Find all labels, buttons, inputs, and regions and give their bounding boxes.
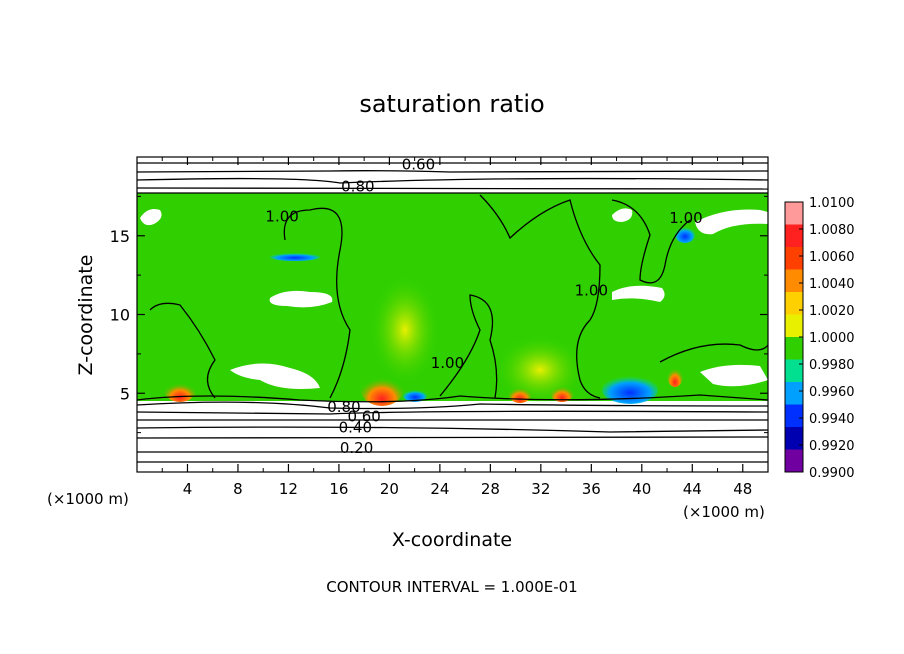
blue-spot-2 [403, 390, 427, 402]
contour-interval-footer: CONTOUR INTERVAL = 1.000E-01 [326, 578, 577, 596]
colorbar-swatch [785, 314, 803, 338]
x-tick-label: 24 [430, 480, 449, 498]
x-tick-label: 40 [632, 480, 651, 498]
x-tick-label: 8 [233, 480, 243, 498]
colorbar-label: 0.9960 [809, 385, 855, 400]
white-hole-3 [230, 363, 320, 389]
y-axis: 5 10 15 [110, 195, 768, 434]
contour-label: 1.00 [669, 209, 702, 227]
x-unit-label: (×1000 m) [47, 490, 129, 508]
x-axis: 4 8 12 16 20 24 28 32 36 40 44 48 [161, 157, 752, 498]
hot-spot-1 [164, 378, 196, 402]
blue-spot-1 [602, 376, 658, 404]
colorbar-swatch [785, 292, 803, 315]
hot-spot-5 [667, 363, 683, 387]
colorbar-swatch [785, 224, 803, 248]
x-tick-label: 28 [481, 480, 500, 498]
contour-label: 0.80 [341, 177, 374, 195]
colorbar-swatch [785, 359, 803, 383]
colorbar-label: 1.0020 [809, 304, 855, 319]
x-tick-label: 48 [733, 480, 752, 498]
contour-label: 1.00 [265, 207, 298, 225]
contour-lines [137, 162, 768, 463]
colorbar: 1.0100 1.0080 1.0060 1.0040 1.0020 1.0000 0.99… [784, 196, 855, 481]
colorbar-label: 1.0040 [809, 277, 855, 292]
x-tick-label: 44 [683, 480, 702, 498]
colorbar-label: 0.9900 [809, 466, 855, 481]
colorbar-swatch [785, 449, 803, 473]
saturation-field [137, 157, 768, 472]
contour-label: 0.60 [402, 155, 435, 173]
x-axis-label: X-coordinate [392, 529, 512, 551]
white-hole-1 [140, 209, 162, 226]
white-hole-5 [695, 209, 768, 235]
hot-spot-2 [360, 370, 404, 406]
contour-label: 0.80 [327, 398, 360, 416]
x-tick-label: 4 [183, 480, 193, 498]
x-tick-label: 12 [279, 480, 298, 498]
contour-label: 0.60 [347, 407, 380, 425]
colorbar-swatch [785, 404, 803, 428]
colorbar-swatch [785, 202, 803, 225]
colorbar-swatch [785, 337, 803, 360]
blue-spot-4 [270, 253, 320, 261]
white-hole-7 [700, 364, 768, 387]
colorbar-label: 1.0000 [809, 331, 855, 346]
white-hole-6 [612, 285, 665, 302]
x-tick-label: 20 [380, 480, 399, 498]
colorbar-label: 1.0080 [809, 223, 855, 238]
x-tick-label: 16 [329, 480, 348, 498]
white-hole-2 [269, 290, 333, 308]
contour-labels-layer: 0.600.801.00 1.001.001.000.800.600.400.20 [265, 155, 702, 457]
white-hole-4 [612, 208, 633, 222]
contour-label: 1.00 [575, 281, 608, 299]
blue-spot-3 [675, 227, 695, 243]
colorbar-swatch [785, 247, 803, 270]
colorbar-label: 0.9920 [809, 439, 855, 454]
colorbar-swatch [785, 382, 803, 405]
colorbar-swatch [785, 269, 803, 293]
contour-label: 0.20 [340, 439, 373, 457]
colorbar-label: 1.0060 [809, 250, 855, 265]
y-axis-label: Z-coordinate [75, 255, 97, 376]
hot-spot-4 [550, 382, 574, 402]
contour-label: 0.40 [339, 418, 372, 436]
x-tick-label: 36 [582, 480, 601, 498]
hot-spot-3 [508, 383, 532, 403]
chart-title: saturation ratio [359, 90, 544, 118]
yellow-core-left [370, 275, 440, 385]
y-tick-label: 10 [110, 306, 130, 325]
x-tick-label: 32 [531, 480, 550, 498]
colorbar-swatch [785, 427, 803, 450]
colorbar-label: 0.9980 [809, 358, 855, 373]
colorbar-label: 1.0100 [809, 196, 855, 211]
colorbar-label: 0.9940 [809, 412, 855, 427]
y-tick-label: 5 [120, 384, 130, 403]
contour-label: 1.00 [431, 354, 464, 372]
x-unit-label-right: (×1000 m) [683, 503, 765, 521]
y-tick-label: 15 [110, 227, 130, 246]
